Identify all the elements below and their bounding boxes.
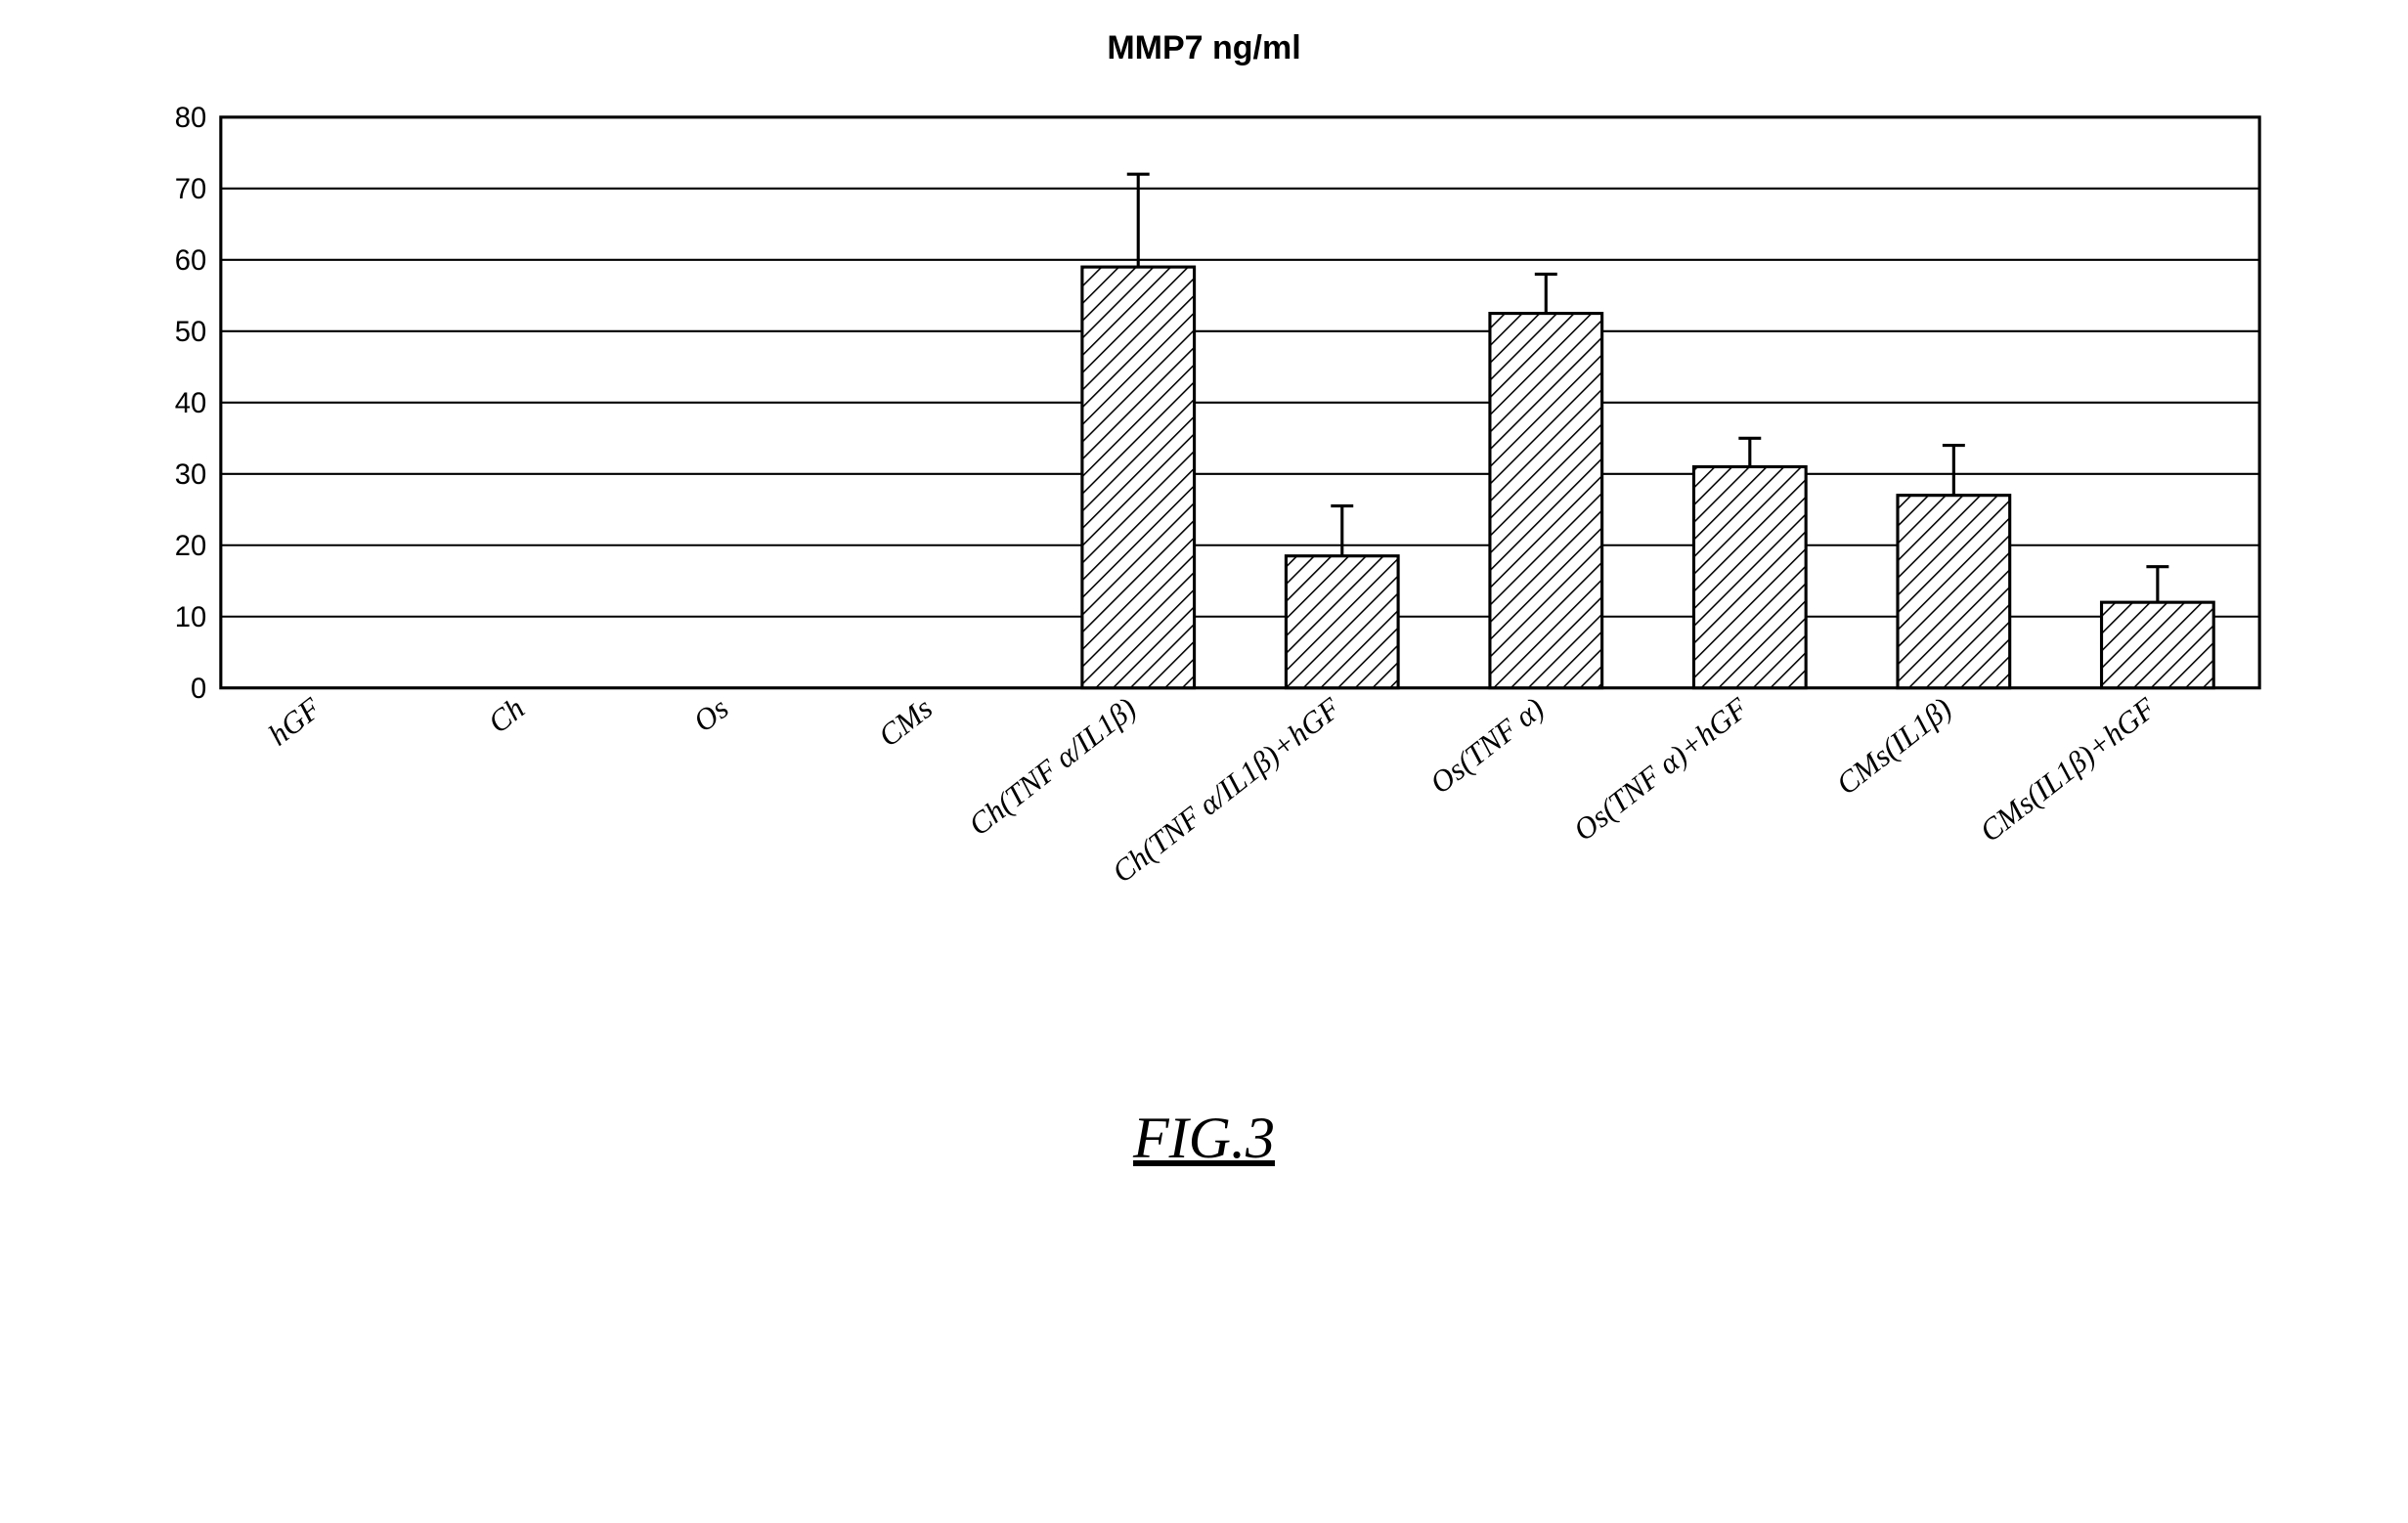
x-tick-label: CMs(IL1β)+hGF — [1973, 690, 2162, 849]
bar — [1897, 496, 2009, 688]
chart-area: 0 10 20 30 40 50 60 70 80 hGF Ch Os CMs Ch(TNF α/IL1β… — [129, 97, 2280, 1075]
figure-label: FIG.3 — [1133, 1105, 1275, 1172]
x-tick-label: Os(TNF α) — [1423, 691, 1550, 801]
y-tick-label: 10 — [174, 602, 205, 633]
x-tick-label: Os(TNF α)+hGF — [1566, 690, 1754, 848]
y-tick-label: 40 — [174, 388, 205, 419]
y-tick-label: 80 — [174, 103, 205, 134]
x-tick-label: Os — [686, 691, 734, 739]
x-tick-label: CMs — [871, 691, 938, 754]
bar — [1286, 556, 1398, 688]
x-tick-label: Ch — [481, 691, 530, 740]
x-tick-label: CMs(IL1β) — [1829, 691, 1957, 802]
x-tick-label: Ch(TNF α/IL1β)+hGF — [1105, 690, 1346, 890]
y-tick-label: 70 — [174, 174, 205, 205]
bar — [1693, 466, 1806, 687]
x-tick-label: hGF — [261, 690, 327, 752]
bar — [1081, 267, 1194, 688]
y-tick-label: 50 — [174, 317, 205, 348]
y-tick-label: 30 — [174, 459, 205, 491]
x-tick-label: Ch(TNF α/IL1β) — [962, 691, 1142, 843]
y-tick-label: 60 — [174, 245, 205, 277]
y-tick-label: 0 — [191, 674, 206, 705]
y-tick-label: 20 — [174, 531, 205, 562]
bar-chart: 0 10 20 30 40 50 60 70 80 hGF Ch Os CMs Ch(TNF α/IL1β… — [129, 97, 2280, 1075]
bar — [2101, 602, 2213, 688]
bar — [1489, 314, 1601, 688]
chart-title: MMP7 ng/ml — [1107, 29, 1300, 67]
